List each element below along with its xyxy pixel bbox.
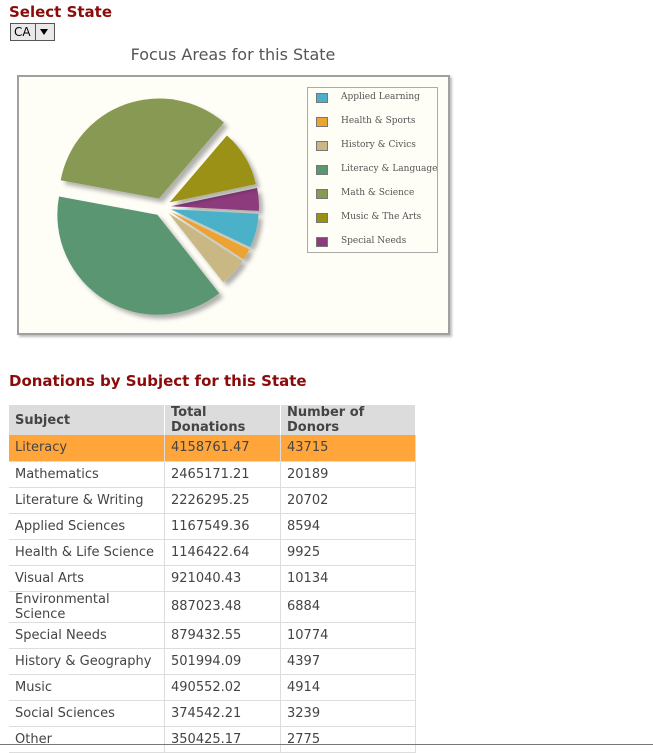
- pie-slice-history-civics: [168, 213, 243, 283]
- legend-label: Math & Science: [341, 188, 415, 198]
- table-header-row: Subject Total Donations Number of Donors: [9, 405, 416, 435]
- total-donations-cell: 350425.17: [164, 726, 281, 753]
- pie-slice-applied-learning: [170, 209, 259, 248]
- table-row[interactable]: Applied Sciences 1167549.36 8594: [9, 513, 416, 540]
- total-donations-cell: 879432.55: [164, 622, 281, 649]
- number-of-donors-cell: 2775: [280, 726, 416, 753]
- subject-cell: Special Needs: [9, 622, 165, 649]
- legend-swatch: [316, 213, 328, 223]
- legend-swatch: [316, 189, 328, 199]
- subject-cell: History & Geography: [9, 648, 165, 675]
- total-donations-cell: 374542.21: [164, 700, 281, 727]
- number-of-donors-cell: 4397: [280, 648, 416, 675]
- table-row[interactable]: Music 490552.02 4914: [9, 674, 416, 701]
- table-row[interactable]: Visual Arts 921040.43 10134: [9, 565, 416, 592]
- donations-table: Subject Total Donations Number of Donors…: [9, 405, 416, 753]
- chevron-down-icon[interactable]: [35, 24, 54, 40]
- column-header-total-donations: Total Donations: [164, 405, 281, 435]
- table-row[interactable]: Social Sciences 374542.21 3239: [9, 700, 416, 727]
- number-of-donors-cell: 10774: [280, 622, 416, 649]
- number-of-donors-cell: 8594: [280, 513, 416, 540]
- number-of-donors-cell: 43715: [280, 435, 416, 462]
- legend-label: Music & The Arts: [341, 212, 422, 222]
- subject-cell: Environmental Science: [9, 591, 165, 623]
- pie-slice-math-science: [60, 98, 224, 199]
- legend-label: History & Civics: [341, 140, 416, 150]
- chart-title: Focus Areas for this State: [130, 45, 336, 64]
- state-select-value: CA: [14, 25, 31, 39]
- number-of-donors-cell: 20189: [280, 461, 416, 488]
- total-donations-cell: 490552.02: [164, 674, 281, 701]
- total-donations-cell: 1146422.64: [164, 539, 281, 566]
- pie-slice-health-sports: [169, 211, 250, 260]
- pie-chart-svg: [57, 98, 259, 315]
- subject-cell: Visual Arts: [9, 565, 165, 592]
- pie-slice-special-needs: [170, 187, 259, 211]
- subject-cell: Music: [9, 674, 165, 701]
- total-donations-cell: 4158761.47: [164, 435, 281, 462]
- legend-label: Literacy & Language: [341, 164, 438, 174]
- subject-cell: Applied Sciences: [9, 513, 165, 540]
- total-donations-cell: 921040.43: [164, 565, 281, 592]
- pie-chart: Applied Learning Health & Sports History &…: [17, 75, 450, 335]
- legend-label: Special Needs: [341, 236, 407, 246]
- legend-label: Applied Learning: [341, 92, 420, 102]
- number-of-donors-cell: 6884: [280, 591, 416, 623]
- legend-swatch: [316, 117, 328, 127]
- subject-cell: Mathematics: [9, 461, 165, 488]
- pie-slice-music-the-arts: [169, 135, 256, 203]
- number-of-donors-cell: 4914: [280, 674, 416, 701]
- number-of-donors-cell: 20702: [280, 487, 416, 514]
- legend-swatch: [316, 165, 328, 175]
- select-state-title: Select State: [9, 3, 113, 21]
- table-row[interactable]: Literacy 4158761.47 43715: [9, 435, 416, 462]
- total-donations-cell: 1167549.36: [164, 513, 281, 540]
- table-row[interactable]: Other 350425.17 2775: [9, 726, 416, 753]
- column-header-subject: Subject: [9, 405, 165, 435]
- total-donations-cell: 887023.48: [164, 591, 281, 623]
- divider: [0, 744, 653, 745]
- column-header-number-of-donors: Number of Donors: [280, 405, 416, 435]
- table-row[interactable]: Health & Life Science 1146422.64 9925: [9, 539, 416, 566]
- chart-legend: Applied Learning Health & Sports History &…: [307, 87, 438, 253]
- subject-cell: Other: [9, 726, 165, 753]
- subject-cell: Literature & Writing: [9, 487, 165, 514]
- legend-swatch: [316, 237, 328, 247]
- subject-cell: Literacy: [9, 435, 165, 462]
- total-donations-cell: 2465171.21: [164, 461, 281, 488]
- table-row[interactable]: Environmental Science 887023.48 6884: [9, 591, 416, 623]
- total-donations-cell: 501994.09: [164, 648, 281, 675]
- subject-cell: Social Sciences: [9, 700, 165, 727]
- subject-cell: Health & Life Science: [9, 539, 165, 566]
- donations-title: Donations by Subject for this State: [9, 372, 307, 390]
- legend-label: Health & Sports: [341, 116, 416, 126]
- table-row[interactable]: Special Needs 879432.55 10774: [9, 622, 416, 649]
- number-of-donors-cell: 10134: [280, 565, 416, 592]
- table-row[interactable]: Literature & Writing 2226295.25 20702: [9, 487, 416, 514]
- pie-slice-literacy-language: [57, 196, 220, 315]
- state-select[interactable]: CA: [10, 23, 55, 41]
- legend-swatch: [316, 93, 328, 103]
- table-row[interactable]: History & Geography 501994.09 4397: [9, 648, 416, 675]
- number-of-donors-cell: 3239: [280, 700, 416, 727]
- table-row[interactable]: Mathematics 2465171.21 20189: [9, 461, 416, 488]
- number-of-donors-cell: 9925: [280, 539, 416, 566]
- total-donations-cell: 2226295.25: [164, 487, 281, 514]
- legend-swatch: [316, 141, 328, 151]
